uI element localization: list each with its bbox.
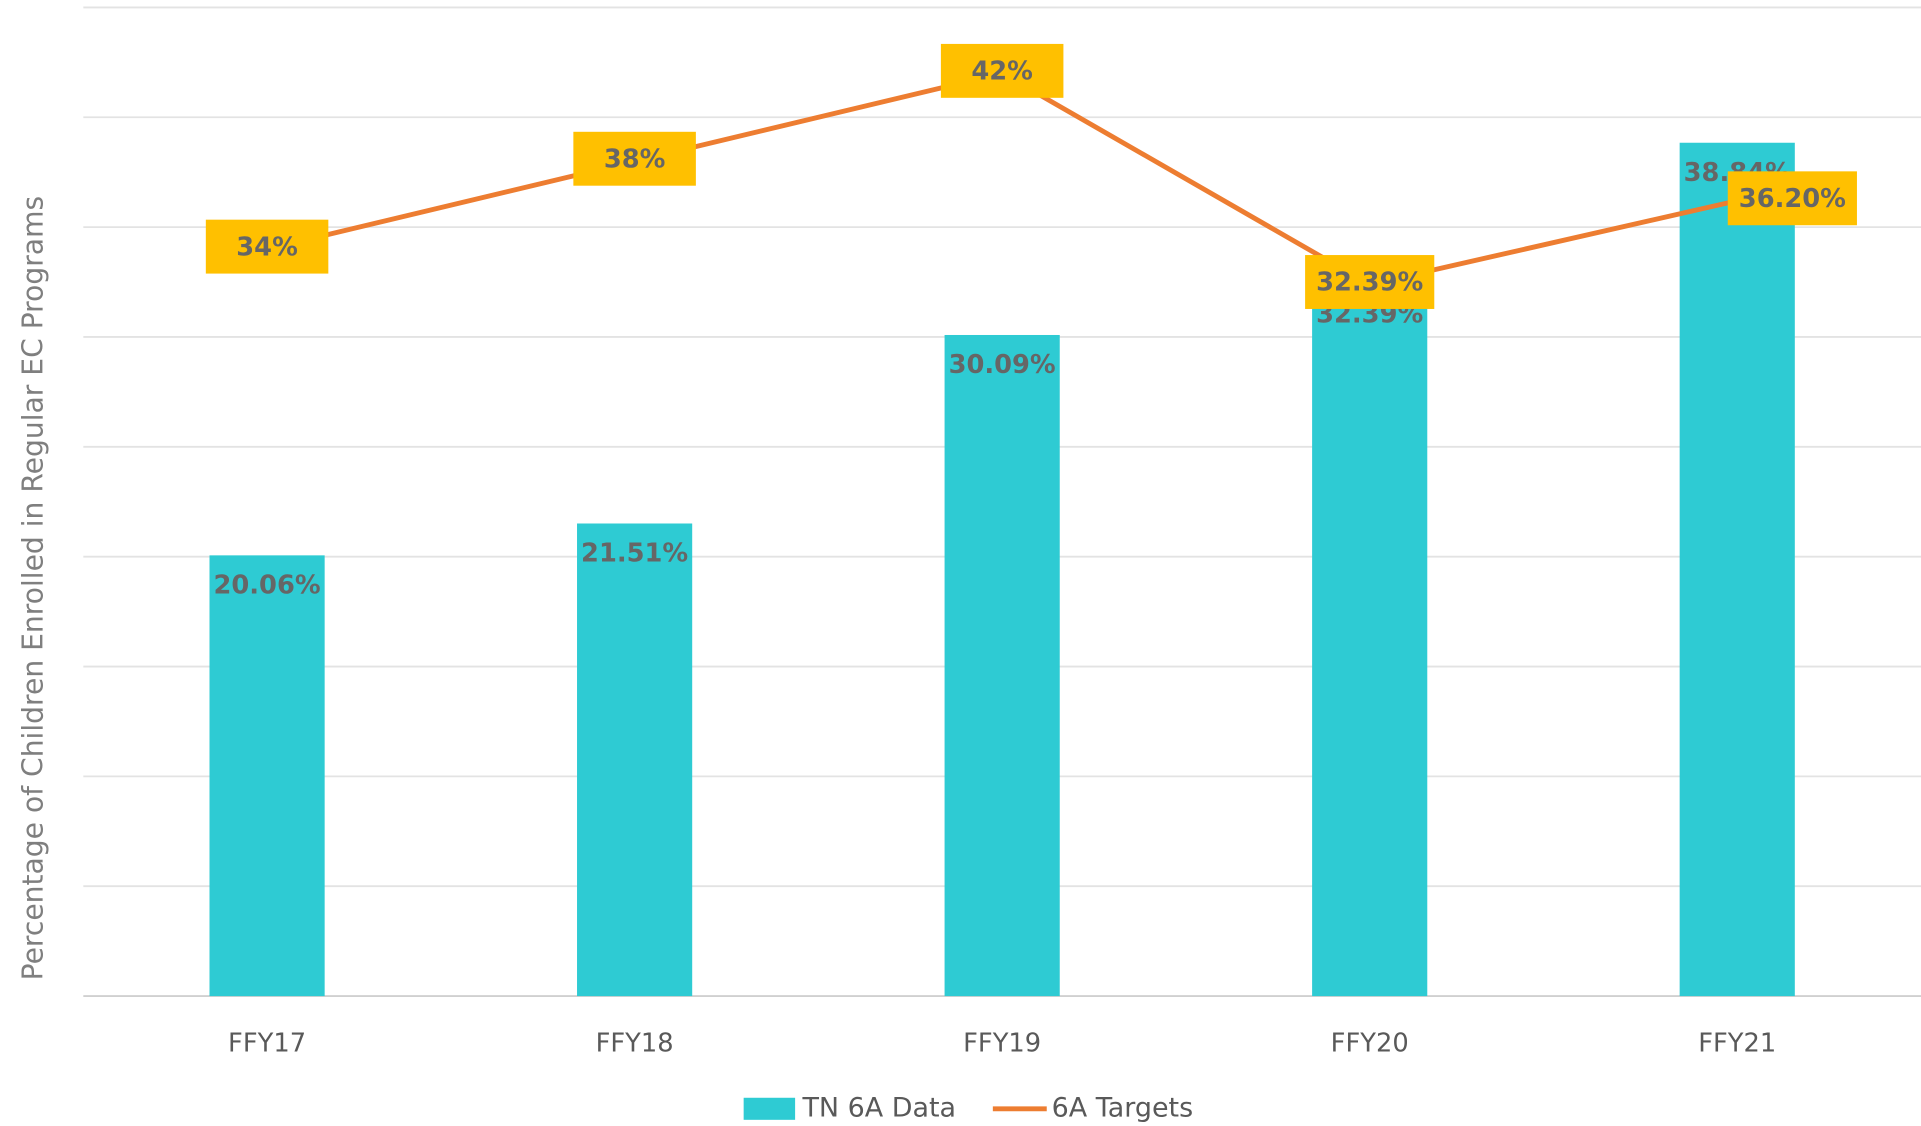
x-tick-label: FFY19	[963, 1028, 1041, 1058]
x-tick-label: FFY20	[1331, 1028, 1409, 1058]
target-value-label: 38%	[604, 144, 666, 174]
target-label-box	[573, 131, 696, 186]
legend-label: 6A Targets	[1052, 1092, 1194, 1123]
target-value-label: 34%	[236, 232, 298, 262]
target-label-box	[1305, 255, 1435, 309]
bar	[1312, 284, 1428, 997]
y-axis-title: Percentage of Children Enrolled in Regul…	[16, 196, 49, 981]
bar-value-label: 20.06%	[214, 570, 321, 600]
bar	[209, 555, 325, 997]
x-tick-label: FFY17	[228, 1028, 306, 1058]
x-tick-label: FFY18	[596, 1028, 674, 1058]
target-label-box	[205, 219, 329, 274]
x-tick-label: FFY21	[1698, 1028, 1776, 1058]
bar-value-label: 21.51%	[581, 539, 688, 569]
bar	[1679, 142, 1795, 997]
target-value-label: 42%	[971, 57, 1033, 87]
bar	[944, 334, 1060, 997]
target-label-box	[1727, 171, 1857, 226]
target-value-label: 32.39%	[1316, 268, 1423, 298]
bar-value-label: 30.09%	[949, 350, 1056, 380]
target-value-label: 36.20%	[1739, 184, 1846, 214]
legend-swatch	[743, 1097, 796, 1120]
legend-label: TN 6A Data	[801, 1092, 956, 1123]
bar	[577, 523, 693, 997]
target-line	[266, 70, 1738, 288]
target-label-box	[940, 43, 1064, 98]
